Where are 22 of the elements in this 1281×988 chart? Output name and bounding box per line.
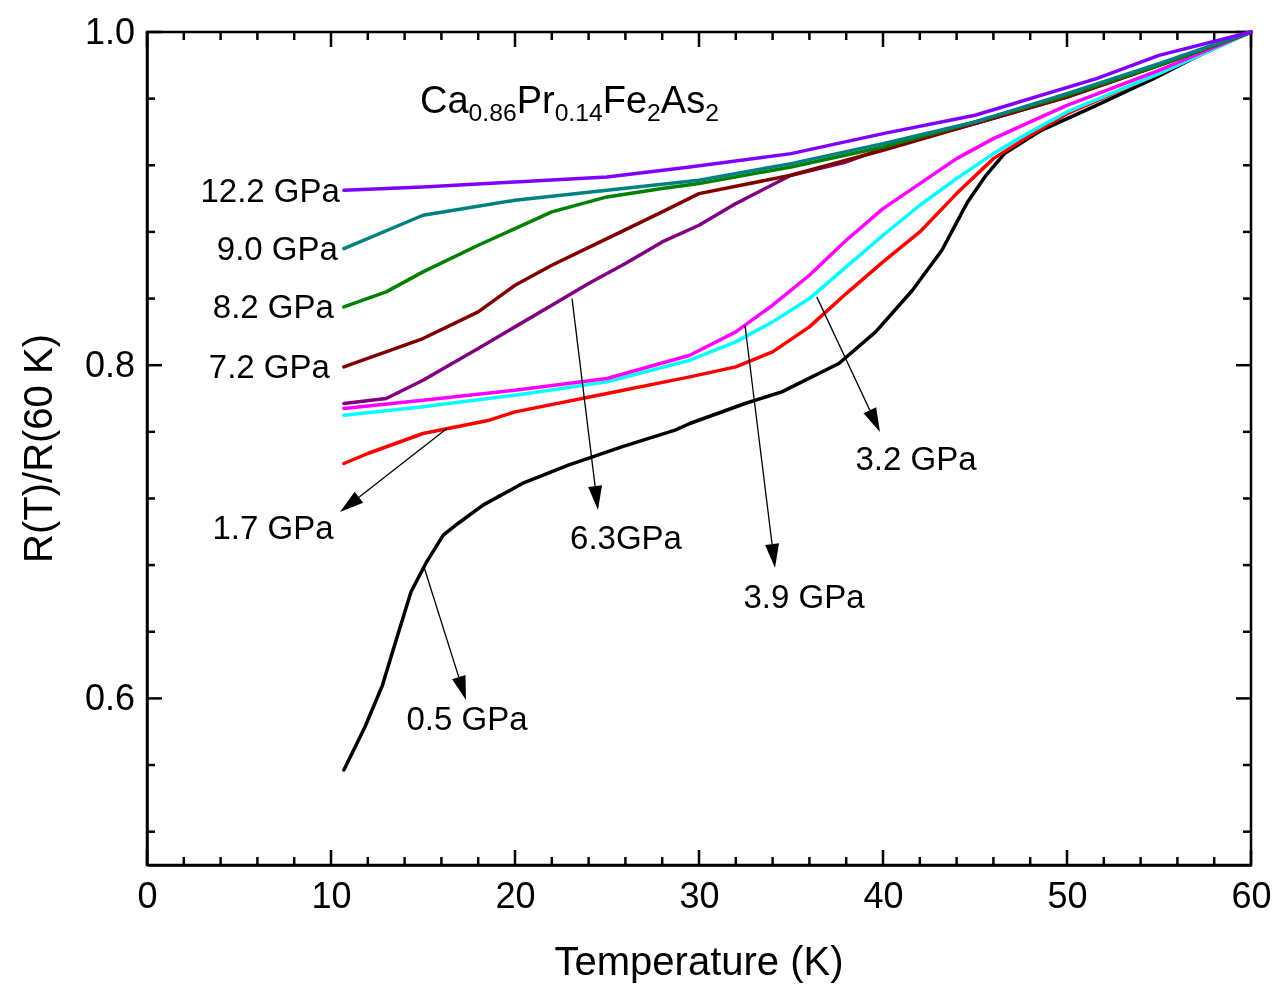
annotation: 1.7 GPa [212,508,335,546]
x-tick-label: 50 [1047,874,1088,916]
x-tick-label: 20 [495,874,536,916]
x-tick-label: 30 [679,874,720,916]
x-tick-label: 10 [311,874,352,916]
x-tick-label: 60 [1231,874,1272,916]
annotation: 6.3GPa [570,518,683,556]
series-label: 7.2 GPa [208,348,331,386]
series-label: 9.0 GPa [216,230,339,268]
annotation: 0.5 GPa [406,699,529,737]
x-tick-label: 0 [137,874,158,916]
y-tick-label: 1.0 [84,11,135,53]
series-label: 8.2 GPa [212,288,335,326]
y-tick-label: 0.6 [84,677,135,719]
y-axis-title: R(T)/R(60 K) [16,334,60,563]
annotation: 3.2 GPa [855,439,978,477]
annotation: 3.9 GPa [743,577,866,615]
series-label: 12.2 GPa [200,171,341,209]
y-tick-label: 0.8 [84,344,135,386]
x-tick-label: 40 [863,874,904,916]
text: Ca$_{0.86}$Pr$_{0.14}$Fe$_{2}$As$_{2}$ [420,79,719,126]
x-axis-title: Temperature (K) [554,939,844,983]
